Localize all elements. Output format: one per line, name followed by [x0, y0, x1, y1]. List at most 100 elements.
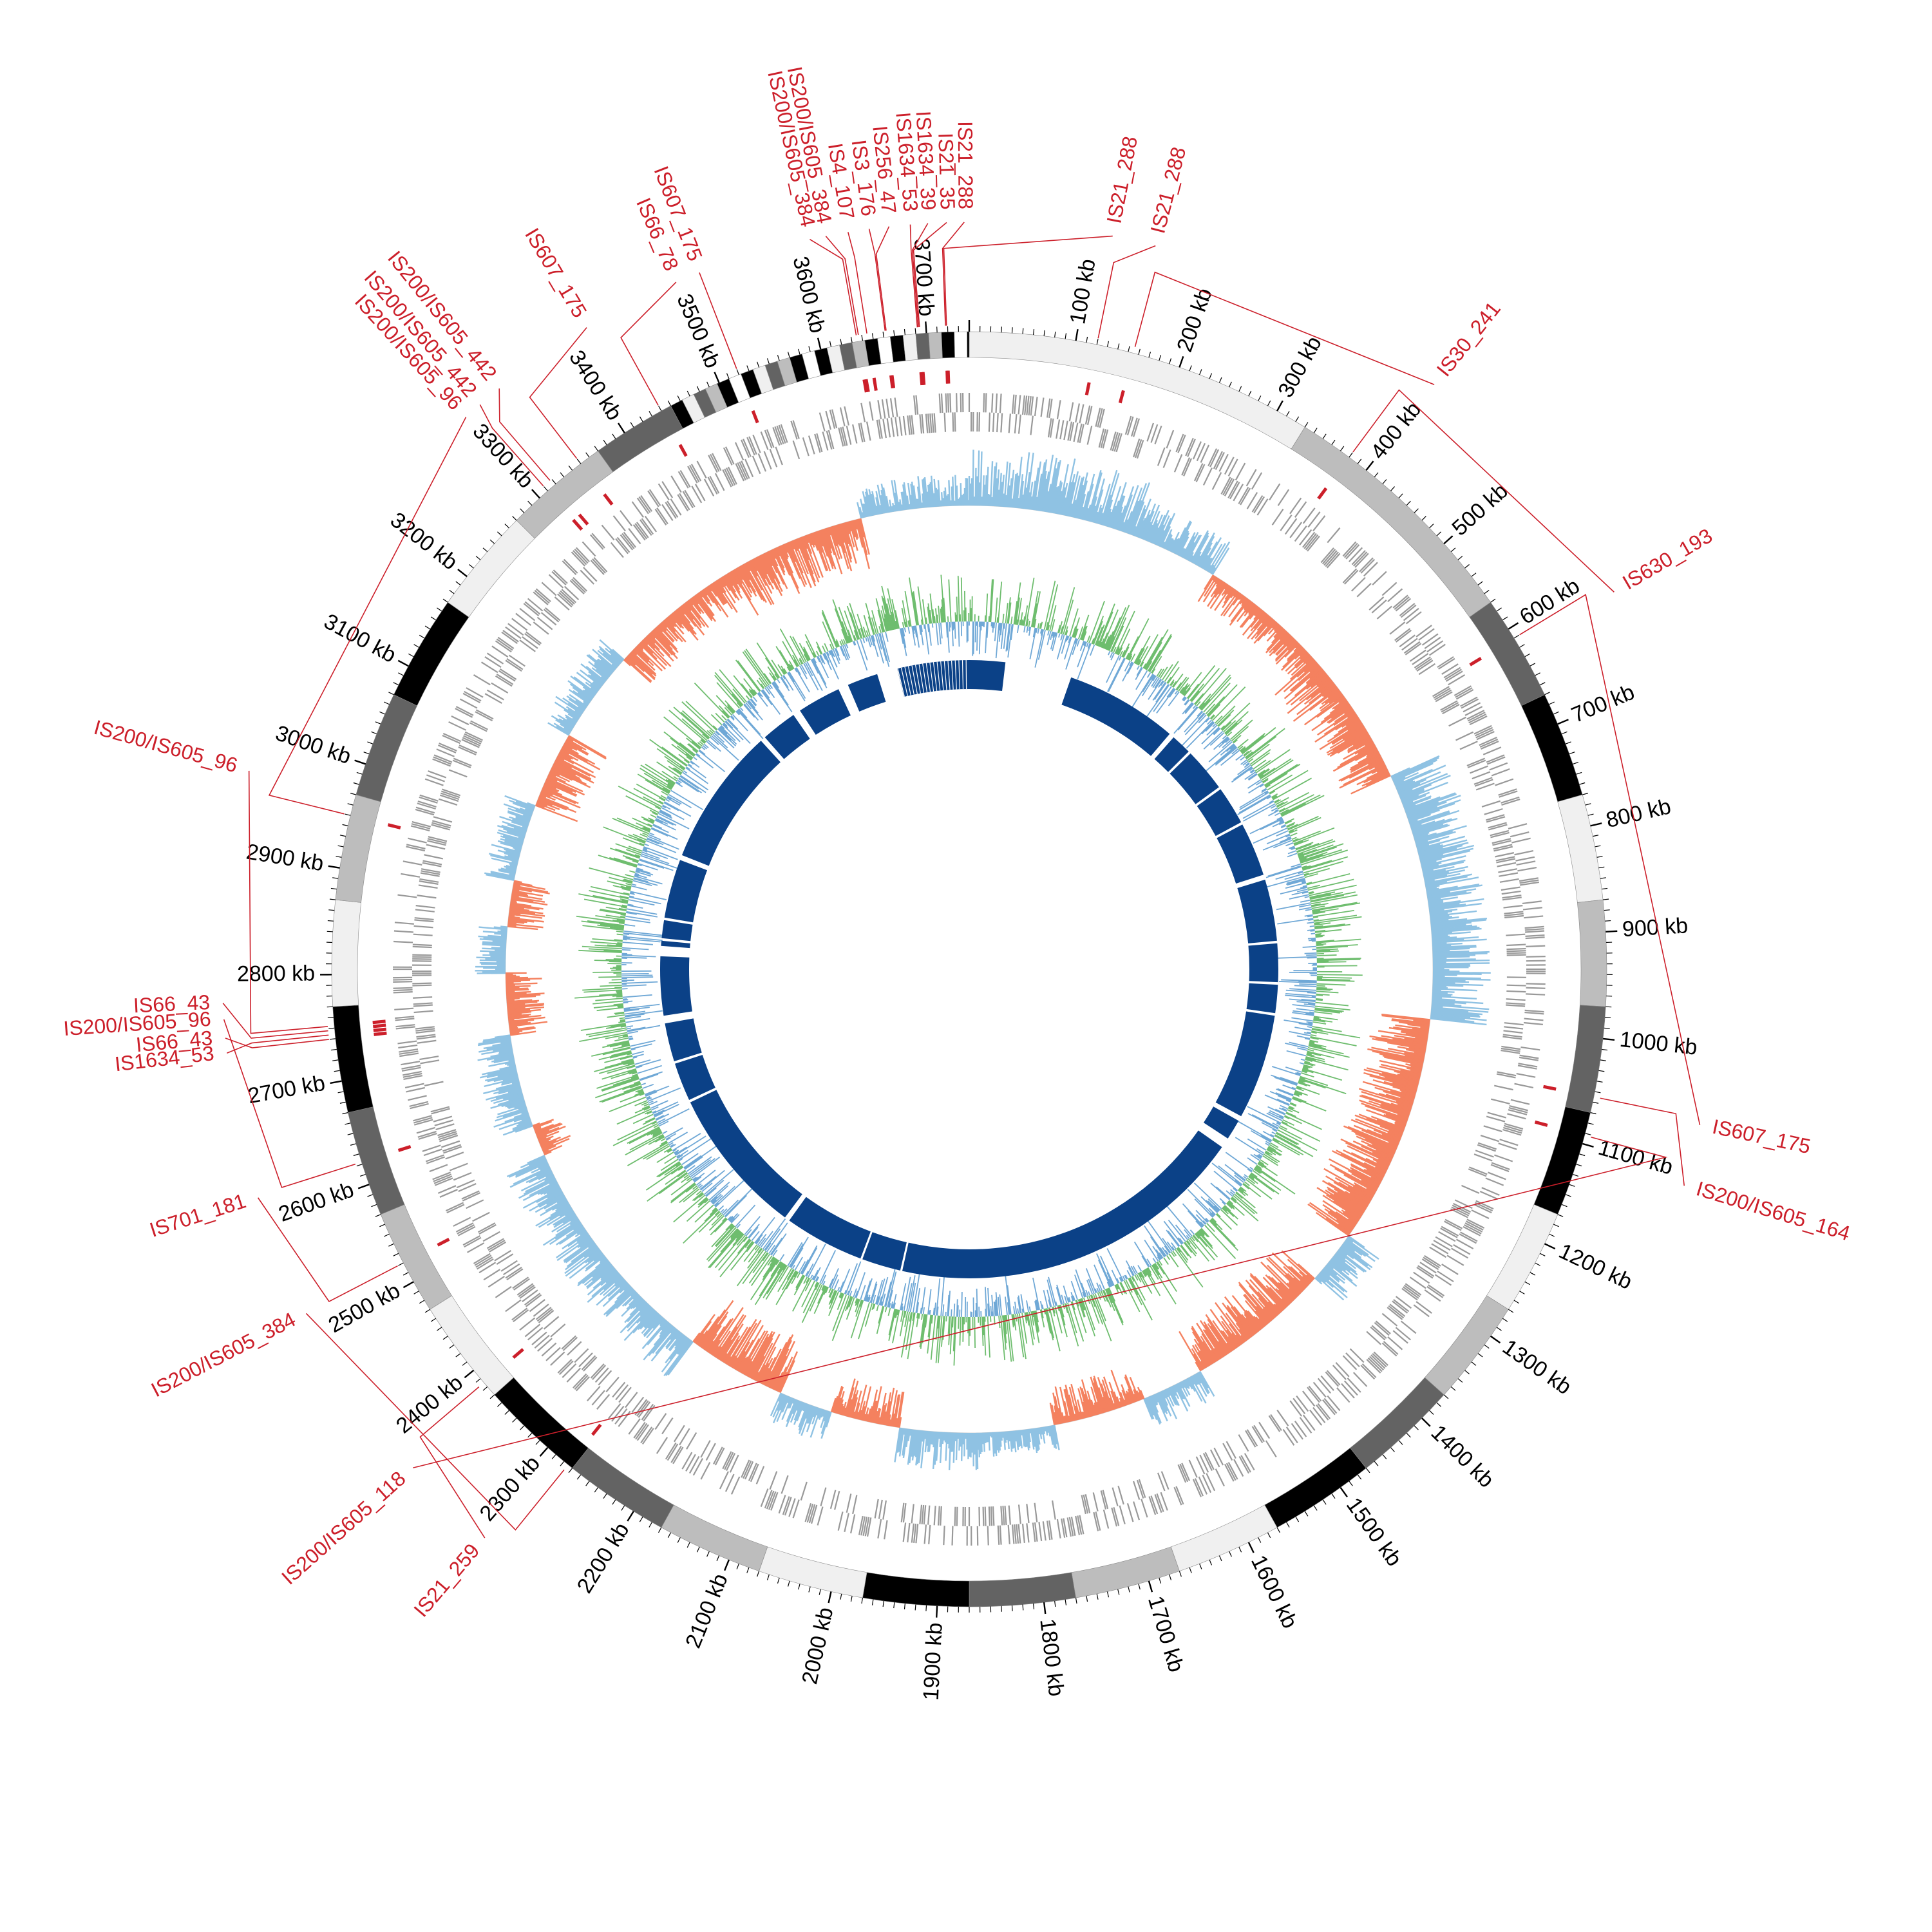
minor-tick — [861, 1597, 864, 1604]
gene-tick — [598, 1370, 612, 1386]
gc-content-bar — [1265, 1151, 1270, 1155]
gc-content-bar — [1242, 800, 1274, 819]
gene-tick — [1401, 638, 1418, 651]
gc-skew-bar — [662, 620, 679, 639]
gc-skew-bar — [1422, 869, 1434, 873]
gc-content-bar — [1286, 822, 1296, 828]
gc-skew-bar — [891, 1413, 895, 1427]
gene-tick — [808, 1504, 816, 1524]
gc-skew-bar — [1110, 1390, 1118, 1409]
gc-skew-bar — [1250, 611, 1265, 628]
gene-tick — [524, 601, 541, 615]
gc-skew-bar — [1108, 1381, 1119, 1409]
gc-skew-bar — [695, 594, 717, 622]
gc-skew-bar — [1321, 1180, 1368, 1208]
gc-skew-bar — [915, 498, 919, 509]
gene-tick — [911, 415, 914, 435]
gc-skew-bar — [1363, 1162, 1386, 1175]
gc-skew-bar — [1316, 696, 1345, 718]
gc-skew-bar — [1248, 604, 1257, 615]
gc-skew-bar — [648, 1325, 674, 1356]
gc-content-bar — [1238, 794, 1271, 813]
gene-tick — [1506, 984, 1526, 987]
gc-skew-bar — [1059, 487, 1066, 515]
gc-skew-bar — [1372, 1037, 1426, 1049]
gc-skew-bar — [1372, 1159, 1389, 1168]
gc-content-bar — [1302, 1069, 1308, 1073]
gc-skew-bar — [649, 632, 656, 639]
gene-tick — [1504, 1122, 1524, 1130]
gc-skew-bar — [1347, 1218, 1358, 1225]
gc-skew-bar — [643, 1315, 662, 1336]
gc-content-bar — [1249, 817, 1283, 835]
gene-tick — [1173, 1486, 1182, 1506]
gc-content-bar — [1296, 1086, 1302, 1090]
gc-skew-bar — [1222, 1331, 1236, 1350]
gene-tick — [1366, 1331, 1381, 1345]
gc-skew-bar — [1408, 813, 1432, 823]
gc-skew-bar — [1394, 772, 1419, 784]
gc-content-bar — [1279, 820, 1284, 823]
gene-tick — [766, 429, 775, 448]
gc-content-bar — [998, 623, 1001, 630]
gc-skew-bar — [487, 1067, 516, 1075]
gene-tick — [1366, 1359, 1381, 1374]
gene-tick — [1374, 1321, 1390, 1336]
gc-skew-bar — [500, 934, 507, 937]
gc-skew-bar — [1410, 1069, 1422, 1074]
gc-skew-bar — [1350, 1152, 1388, 1171]
gc-skew-bar — [1143, 1398, 1153, 1420]
gc-skew-bar — [1195, 1373, 1202, 1384]
gc-content-bar — [1093, 620, 1103, 645]
gc-content-bar — [1210, 1218, 1218, 1226]
gc-content-bar — [1040, 621, 1043, 629]
gene-tick — [491, 645, 509, 658]
gc-content-bar — [1076, 639, 1081, 647]
minor-tick — [1471, 1361, 1477, 1366]
gc-skew-bar — [1410, 810, 1460, 828]
gc-content-bar — [1275, 1092, 1293, 1100]
gene-tick — [820, 1487, 827, 1506]
gc-skew-bar — [702, 589, 708, 596]
gc-skew-bar — [1266, 1287, 1287, 1309]
gc-content-bar — [1298, 980, 1317, 983]
gc-skew-bar — [1119, 1392, 1126, 1406]
gc-skew-bar — [1378, 1030, 1428, 1039]
gc-content-bar — [1183, 1242, 1193, 1253]
gene-tick — [500, 1260, 518, 1272]
gene-tick — [1394, 596, 1410, 611]
minor-tick — [677, 395, 681, 401]
gc-skew-bar — [773, 1371, 784, 1390]
gc-skew-bar — [523, 1177, 556, 1195]
gc-skew-bar — [1214, 582, 1226, 598]
gc-skew-bar — [1338, 757, 1383, 782]
gc-content-bar — [1225, 1151, 1253, 1172]
gc-skew-bar — [1198, 547, 1211, 567]
gc-content-bar — [1189, 1237, 1209, 1262]
gene-tick — [800, 1481, 808, 1501]
minor-tick — [1382, 479, 1387, 484]
gc-skew-bar — [1285, 671, 1326, 705]
gc-skew-bar — [498, 868, 516, 874]
gc-skew-bar — [824, 528, 832, 549]
gc-skew-bar — [572, 717, 578, 723]
gc-content-bar — [1314, 923, 1345, 929]
major-tick — [1557, 719, 1569, 725]
gc-skew-bar — [1068, 1394, 1076, 1421]
gc-skew-bar — [1041, 471, 1050, 512]
gene-tick — [1133, 418, 1141, 437]
gene-tick — [1495, 856, 1515, 862]
gene-tick — [1110, 431, 1117, 451]
gc-skew-bar — [616, 1290, 636, 1309]
gc-skew-bar — [1149, 1396, 1162, 1424]
gc-skew-bar — [1387, 1041, 1426, 1050]
gene-tick — [1409, 649, 1426, 662]
gc-skew-bar — [880, 483, 888, 513]
gc-content-bar — [1311, 1028, 1361, 1039]
minor-tick — [787, 1580, 790, 1587]
gc-skew-bar — [1200, 1360, 1206, 1369]
gc-skew-bar — [1213, 1347, 1222, 1359]
gc-skew-bar — [493, 1094, 524, 1104]
gc-skew-bar — [1332, 1255, 1358, 1276]
gc-skew-bar — [1133, 1394, 1138, 1402]
